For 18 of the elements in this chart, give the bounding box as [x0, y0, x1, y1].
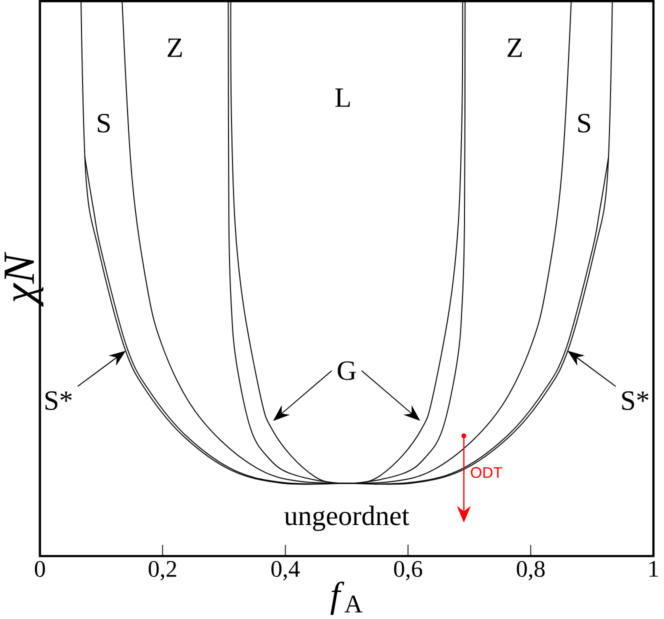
x-tick-label: 0,6 — [394, 560, 422, 580]
annotation: S — [578, 114, 590, 132]
annotation: G — [338, 361, 356, 380]
y-axis-title: χN — [4, 252, 44, 307]
annotation: S* — [622, 391, 648, 410]
x-tick-label: 0,2 — [148, 560, 176, 580]
annotation: S* — [45, 391, 72, 410]
x-axis-title: f$_{A}$ — [330, 581, 362, 615]
annotation: ODT — [470, 466, 502, 478]
x-tick-label: 0,4 — [271, 560, 300, 580]
x-tick-label: 0,8 — [516, 560, 545, 580]
annotation: Z — [168, 38, 182, 57]
annotation: ungeordnet — [284, 505, 410, 531]
annotation: Z — [508, 38, 522, 57]
annotation: S — [98, 114, 110, 132]
x-tick-label: 0 — [34, 560, 45, 577]
annotation: L — [335, 88, 350, 107]
x-tick-label: 1 — [650, 560, 658, 576]
